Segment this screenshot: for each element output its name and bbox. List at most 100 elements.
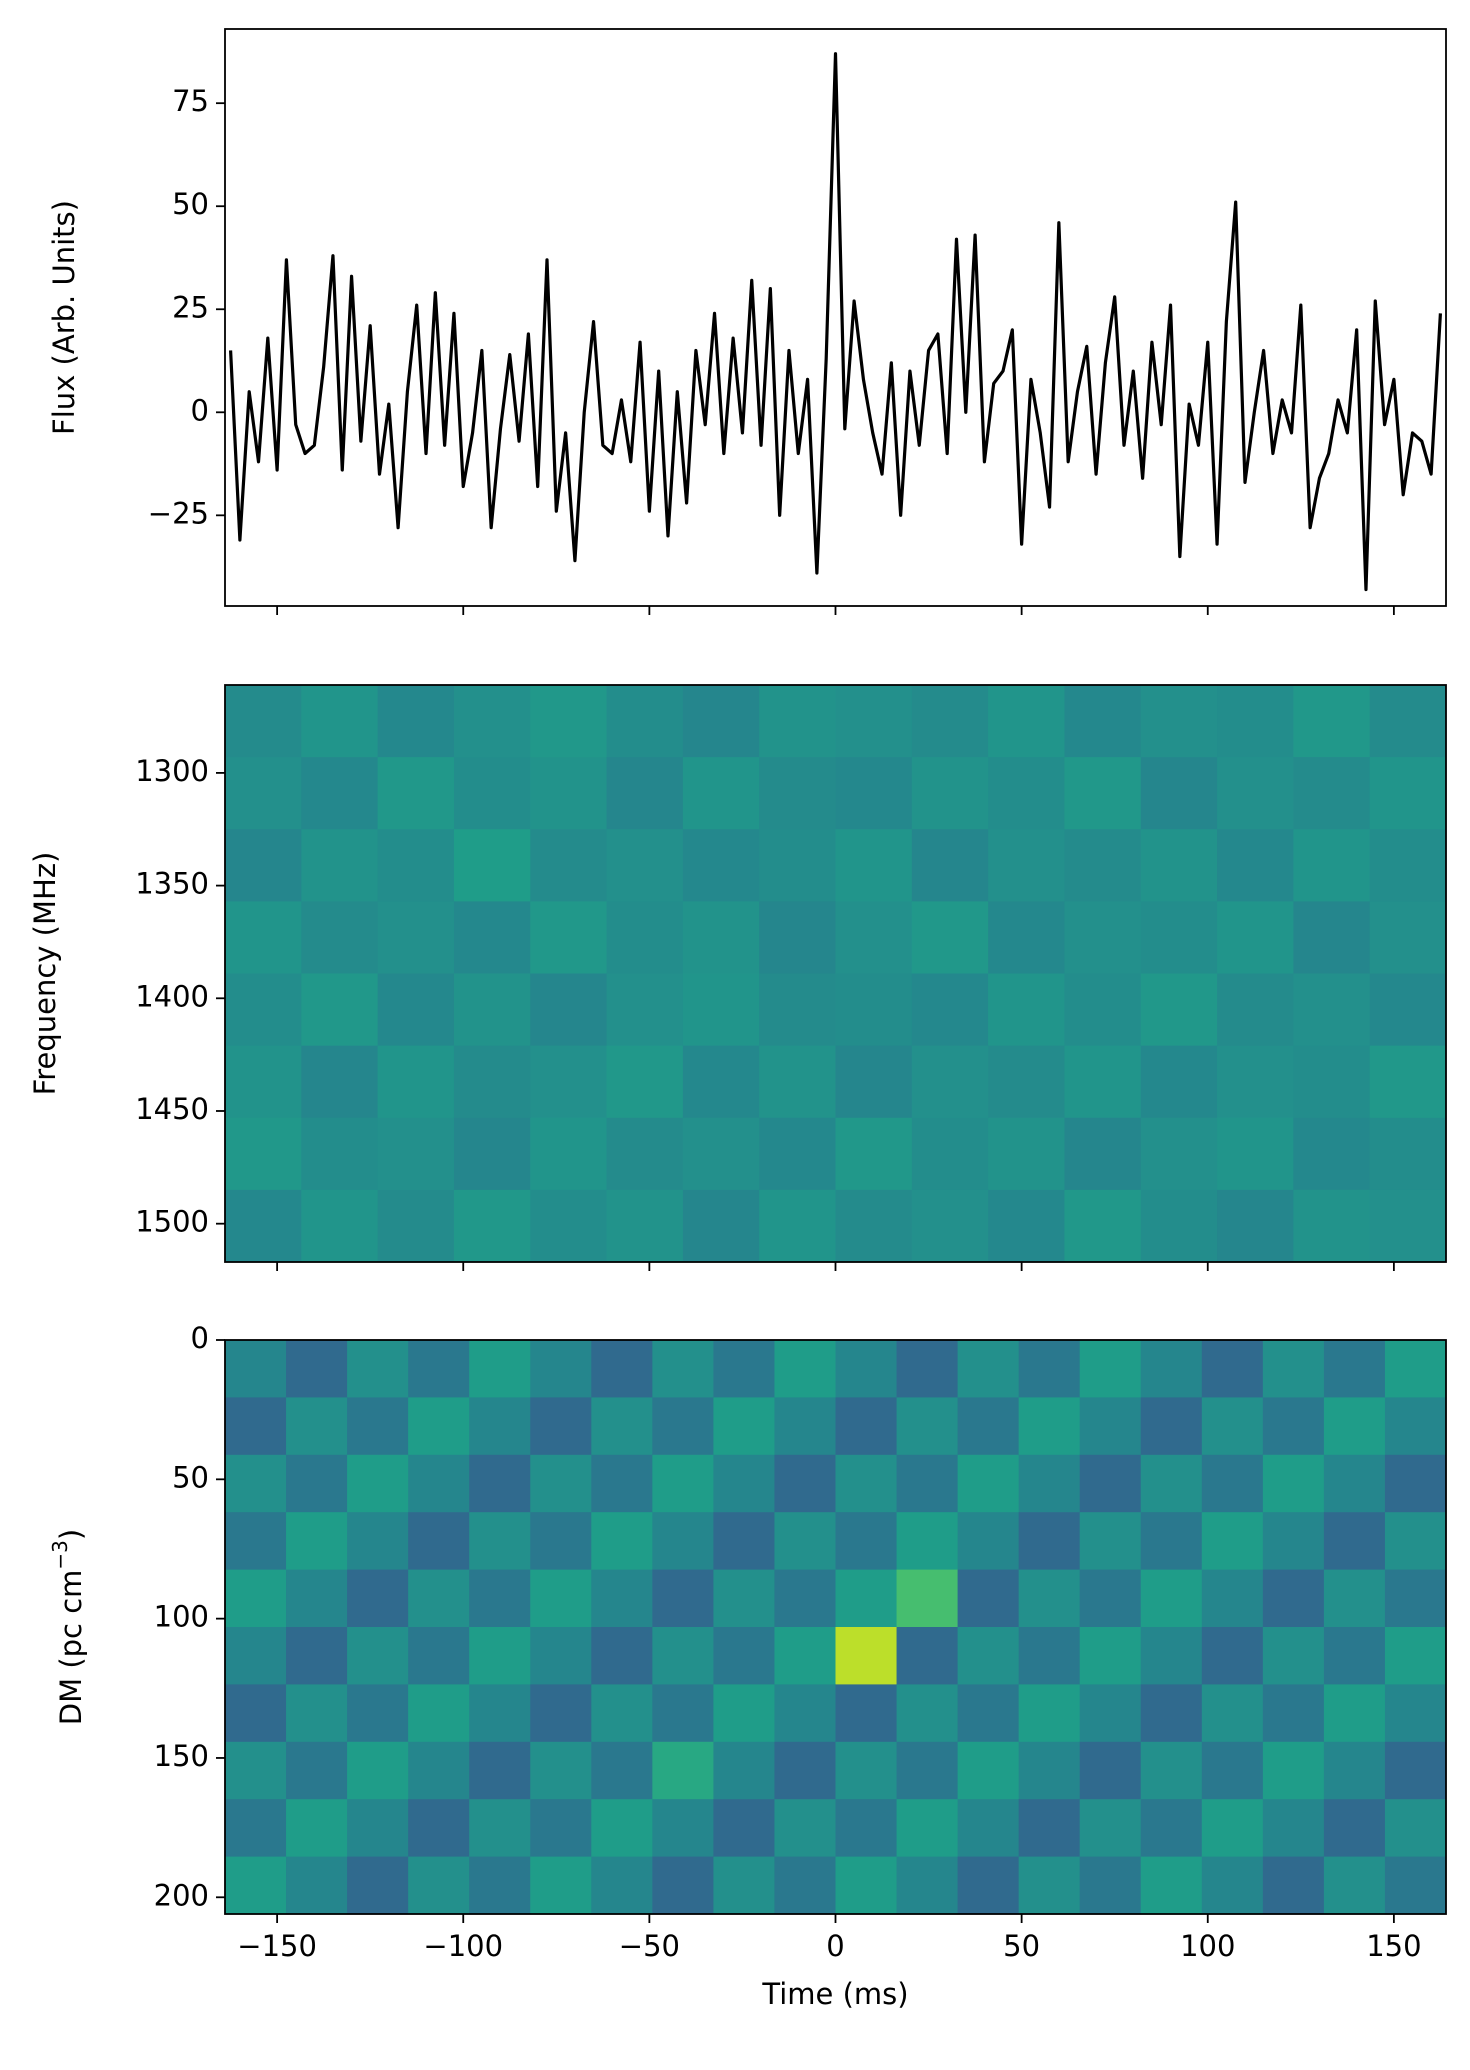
heatmap-cell: [988, 829, 1065, 902]
heatmap-cell: [347, 1856, 409, 1914]
heatmap-cell: [1140, 1799, 1203, 1858]
heatmap-cell: [1323, 1684, 1386, 1743]
heatmap-cell: [835, 1340, 898, 1398]
heatmap-cell: [469, 1856, 531, 1914]
y-tick-label: 25: [172, 290, 209, 324]
heatmap-cell: [530, 1340, 592, 1398]
y-tick-label: 1400: [135, 979, 209, 1013]
y-tick-label: 0: [191, 393, 209, 427]
heatmap-cell: [301, 1189, 379, 1262]
heatmap-cell: [286, 1741, 348, 1800]
y-tick-label: 0: [191, 1321, 209, 1355]
heatmap-cell: [286, 1454, 348, 1513]
heatmap-cell: [530, 1045, 608, 1119]
heatmap-cell: [591, 1569, 653, 1628]
heatmap-cell: [652, 1799, 714, 1858]
heatmap-cell: [1201, 1856, 1264, 1914]
y-tick-label: 1300: [135, 754, 209, 788]
heatmap-cell: [652, 1454, 714, 1513]
y-tick-label: 200: [154, 1878, 209, 1912]
heatmap-cell: [911, 1189, 989, 1262]
heatmap-cell: [225, 1340, 287, 1398]
heatmap-cell: [286, 1799, 348, 1858]
heatmap-cell: [1369, 901, 1446, 974]
heatmap-cell: [530, 1856, 592, 1914]
heatmap-cell: [1262, 1684, 1325, 1743]
heatmap-cell: [1369, 1045, 1446, 1119]
heatmap-cell: [347, 1340, 409, 1398]
heatmap-cell: [957, 1799, 1020, 1858]
heatmap-cell: [1262, 1454, 1325, 1513]
heatmap-cell: [469, 1627, 531, 1685]
heatmap-cell: [1201, 1799, 1264, 1858]
heatmap-cell: [591, 1627, 653, 1685]
heatmap-cell: [347, 1397, 409, 1456]
x-tick-label: 100: [1180, 1929, 1235, 1963]
heatmap-cell: [286, 1627, 348, 1685]
heatmap-cell: [774, 1856, 836, 1914]
heatmap-cell: [652, 1627, 714, 1685]
y-tick-label: 1450: [135, 1092, 209, 1126]
plot-area: [225, 1340, 1446, 1914]
heatmap-cell: [225, 1569, 287, 1628]
heatmap-cell: [1323, 1512, 1386, 1571]
heatmap-cell: [1384, 1512, 1446, 1571]
heatmap-cell: [1384, 1340, 1446, 1398]
heatmap-cell: [774, 1397, 836, 1456]
heatmap-cell: [911, 1117, 989, 1191]
y-axis-label-part: −3: [48, 1540, 72, 1569]
heatmap-cell: [1293, 973, 1371, 1047]
heatmap-cell: [530, 1627, 592, 1685]
y-axis-label: Frequency (MHz): [28, 852, 62, 1096]
heatmap-cell: [896, 1454, 959, 1513]
heatmap-cell: [301, 1045, 379, 1119]
heatmap-cell: [347, 1799, 409, 1858]
heatmap-cell: [453, 1117, 531, 1191]
heatmap-cell: [1217, 757, 1294, 830]
heatmap-cell: [774, 1627, 836, 1685]
heatmap-cell: [453, 757, 531, 830]
heatmap-cell: [225, 1799, 287, 1858]
heatmap-cell: [652, 1856, 714, 1914]
heatmap-cell: [1323, 1856, 1386, 1914]
heatmap-cell: [377, 685, 455, 758]
heatmap-cell: [682, 901, 760, 974]
heatmap-cell: [1369, 685, 1446, 758]
heatmap-cell: [988, 1045, 1065, 1119]
heatmap-cell: [896, 1684, 959, 1743]
heatmap-cell: [957, 1340, 1020, 1398]
heatmap-cell: [225, 685, 302, 758]
heatmap-cell: [1018, 1397, 1081, 1456]
heatmap-cell: [530, 1189, 608, 1262]
heatmap-cell: [1323, 1397, 1386, 1456]
heatmap-cell: [453, 1189, 531, 1262]
heatmap-cell: [759, 829, 836, 902]
heatmap-cell: [957, 1741, 1020, 1800]
heatmap-cell: [347, 1684, 409, 1743]
heatmap-cell: [1217, 901, 1294, 974]
heatmap-cell: [591, 1397, 653, 1456]
heatmap-cell: [1293, 1117, 1371, 1191]
heatmap-cell: [1201, 1684, 1264, 1743]
heatmap-cell: [1384, 1627, 1446, 1685]
heatmap-cell: [1217, 829, 1294, 902]
x-tick-label: −150: [237, 1929, 317, 1963]
heatmap-cell: [682, 829, 760, 902]
heatmap-cell: [1064, 757, 1142, 830]
heatmap-cell: [225, 1627, 287, 1685]
heatmap-cell: [1323, 1569, 1386, 1628]
heatmap-cell: [1293, 901, 1371, 974]
heatmap-cell: [682, 685, 760, 758]
heatmap-cell: [347, 1512, 409, 1571]
heatmap-cell: [1064, 829, 1142, 902]
heatmap-cell: [530, 685, 608, 758]
heatmap-cell: [1201, 1454, 1264, 1513]
heatmap-cell: [1140, 1117, 1218, 1191]
heatmap-cell: [225, 1856, 287, 1914]
x-tick-label: 150: [1366, 1929, 1421, 1963]
heatmap-cell: [835, 1045, 913, 1119]
heatmap-cell: [453, 829, 531, 902]
heatmap-cell: [408, 1397, 470, 1456]
heatmap-cell: [1079, 1397, 1142, 1456]
heatmap-cell: [1064, 1189, 1142, 1262]
